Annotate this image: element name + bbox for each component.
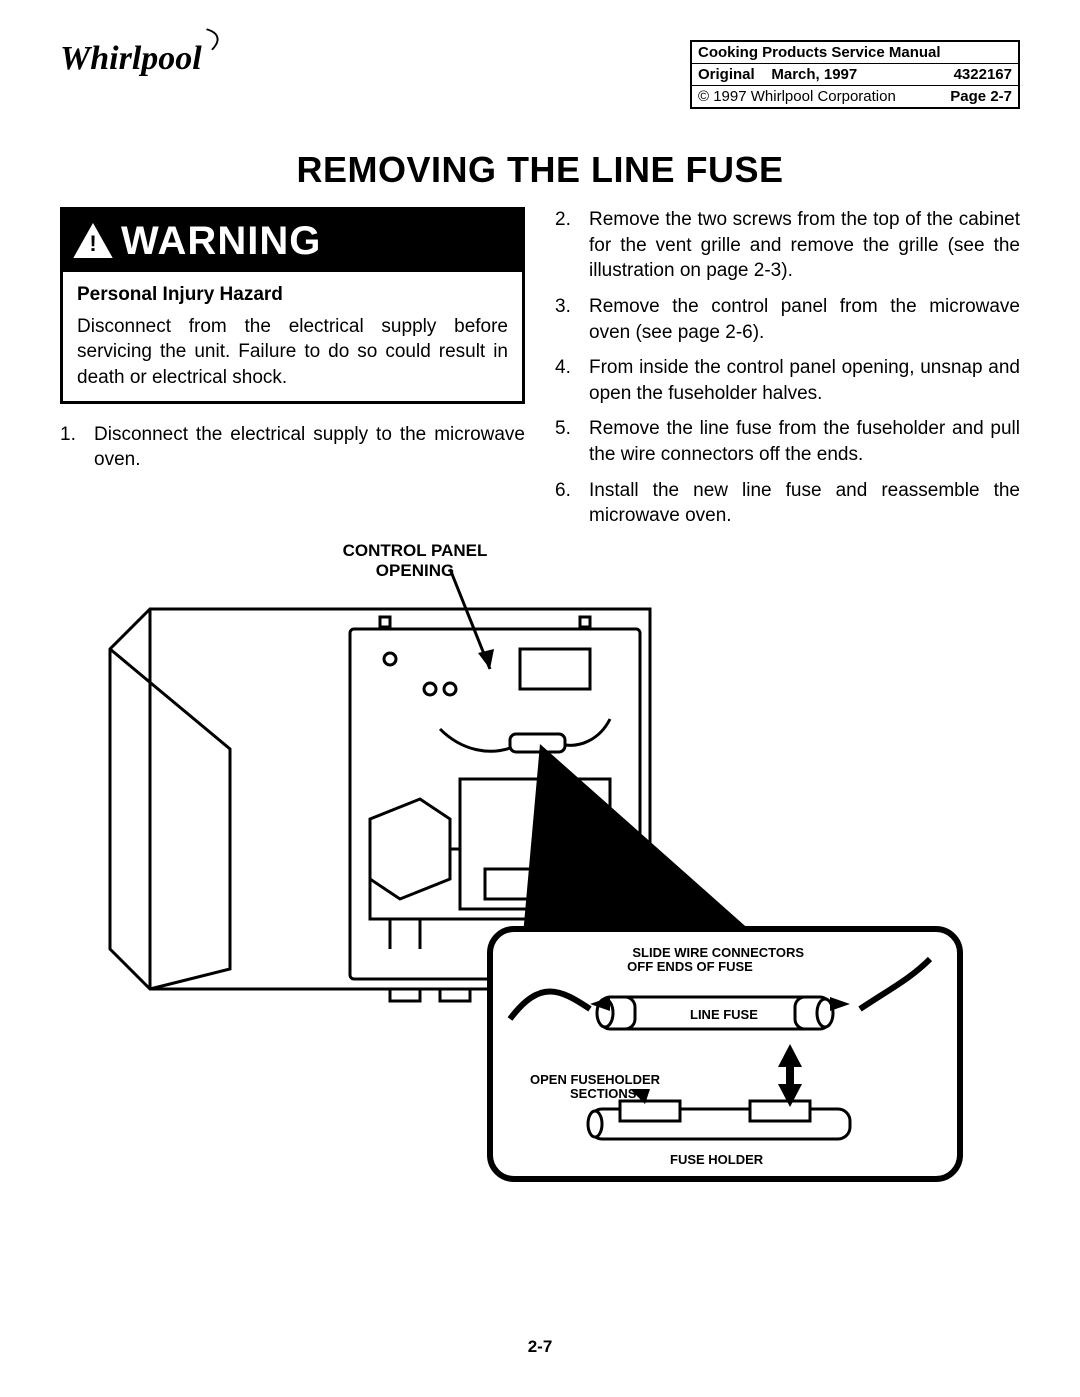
hazard-title: Personal Injury Hazard	[77, 282, 508, 308]
page-title: REMOVING THE LINE FUSE	[60, 149, 1020, 191]
line-fuse-diagram: CONTROL PANEL OPENING	[90, 549, 990, 1169]
step-number: 2.	[555, 207, 589, 284]
revision-date: March, 1997	[771, 66, 857, 83]
step-text: Remove the line fuse from the fuseholder…	[589, 416, 1020, 467]
revision-cell: Original March, 1997	[698, 66, 857, 83]
warning-triangle-icon: !	[73, 223, 113, 259]
document-info-box: Cooking Products Service Manual Original…	[690, 40, 1020, 109]
step-text: Remove the control panel from the microw…	[589, 294, 1020, 345]
step-item: 4. From inside the control panel opening…	[555, 355, 1020, 406]
fuse-detail-inset: SLIDE WIRE CONNECTORS OFF ENDS OF FUSE L…	[490, 929, 960, 1179]
document-number: 4322167	[954, 66, 1012, 83]
step-item: 6. Install the new line fuse and reassem…	[555, 478, 1020, 529]
warning-box: ! WARNING Personal Injury Hazard Disconn…	[60, 207, 525, 404]
right-column: 2. Remove the two screws from the top of…	[555, 207, 1020, 539]
page-header: Whirlpool Cooking Products Service Manua…	[60, 40, 1020, 109]
step-item: 5. Remove the line fuse from the fusehol…	[555, 416, 1020, 467]
fuse-holder-label: FUSE HOLDER	[670, 1152, 764, 1167]
step-number: 3.	[555, 294, 589, 345]
diagram-svg: SLIDE WIRE CONNECTORS OFF ENDS OF FUSE L…	[90, 549, 990, 1189]
step-number: 4.	[555, 355, 589, 406]
hazard-body-text: Disconnect from the electrical supply be…	[77, 314, 508, 391]
left-column: ! WARNING Personal Injury Hazard Disconn…	[60, 207, 525, 539]
footer-page-number: 2-7	[0, 1337, 1080, 1357]
step-number: 6.	[555, 478, 589, 529]
step-text: Install the new line fuse and reassemble…	[589, 478, 1020, 529]
warning-body: Personal Injury Hazard Disconnect from t…	[63, 272, 522, 401]
service-manual-page: Whirlpool Cooking Products Service Manua…	[0, 0, 1080, 1397]
step-item: 2. Remove the two screws from the top of…	[555, 207, 1020, 284]
line-fuse-label: LINE FUSE	[690, 1007, 758, 1022]
control-panel-opening-label: CONTROL PANEL OPENING	[330, 541, 500, 581]
copyright-text: © 1997 Whirlpool Corporation	[698, 88, 896, 105]
svg-text:!: !	[89, 231, 96, 256]
step-item: 3. Remove the control panel from the mic…	[555, 294, 1020, 345]
warning-banner-text: WARNING	[121, 214, 321, 268]
page-label: Page 2-7	[950, 88, 1012, 105]
procedure-steps-right: 2. Remove the two screws from the top of…	[555, 207, 1020, 529]
step-item: 1. Disconnect the electrical supply to t…	[60, 422, 525, 473]
revision-label: Original	[698, 66, 755, 83]
step-number: 5.	[555, 416, 589, 467]
step-number: 1.	[60, 422, 94, 473]
manual-title: Cooking Products Service Manual	[698, 44, 941, 61]
procedure-steps-left: 1. Disconnect the electrical supply to t…	[60, 422, 525, 473]
warning-banner: ! WARNING	[63, 210, 522, 272]
step-text: From inside the control panel opening, u…	[589, 355, 1020, 406]
step-text: Remove the two screws from the top of th…	[589, 207, 1020, 284]
brand-logo: Whirlpool	[60, 40, 202, 78]
step-text: Disconnect the electrical supply to the …	[94, 422, 525, 473]
content-columns: ! WARNING Personal Injury Hazard Disconn…	[60, 207, 1020, 539]
